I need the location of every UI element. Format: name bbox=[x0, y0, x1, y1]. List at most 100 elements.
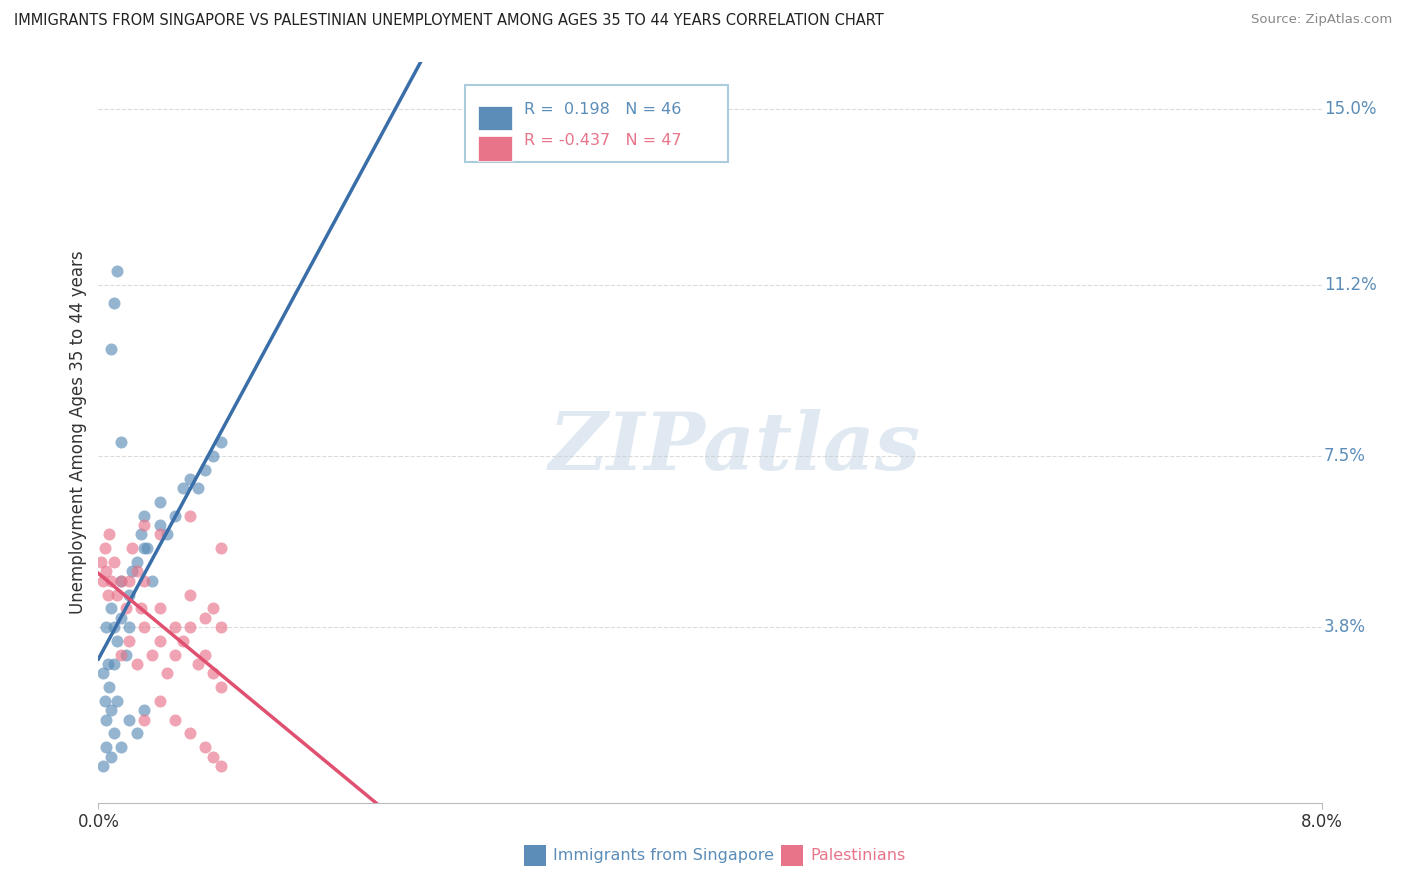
Point bbox=[110, 574, 132, 588]
Point bbox=[100, 703, 122, 717]
Point bbox=[172, 481, 194, 495]
Point bbox=[179, 472, 201, 486]
Point bbox=[202, 666, 225, 681]
Point bbox=[179, 588, 201, 602]
Text: 11.2%: 11.2% bbox=[1324, 276, 1376, 293]
Point bbox=[129, 601, 152, 615]
Point bbox=[134, 620, 156, 634]
Point bbox=[91, 758, 114, 772]
Point bbox=[98, 680, 121, 694]
Point bbox=[134, 574, 156, 588]
Point bbox=[209, 620, 232, 634]
FancyBboxPatch shape bbox=[465, 85, 728, 162]
Point bbox=[105, 263, 128, 277]
Point bbox=[94, 713, 117, 727]
Point bbox=[118, 588, 141, 602]
Point bbox=[105, 694, 128, 708]
Point bbox=[136, 541, 159, 556]
Point bbox=[110, 740, 132, 755]
Point bbox=[103, 296, 125, 310]
Point bbox=[202, 449, 225, 463]
Point bbox=[134, 703, 156, 717]
Point bbox=[105, 588, 128, 602]
Text: 15.0%: 15.0% bbox=[1324, 100, 1376, 118]
Point bbox=[163, 713, 186, 727]
Point bbox=[98, 527, 121, 541]
Point bbox=[103, 657, 125, 671]
Point bbox=[105, 633, 128, 648]
Point bbox=[91, 574, 114, 588]
Point bbox=[93, 541, 115, 556]
Text: Immigrants from Singapore: Immigrants from Singapore bbox=[554, 848, 775, 863]
Point bbox=[149, 518, 172, 533]
Point bbox=[100, 749, 122, 764]
FancyBboxPatch shape bbox=[524, 845, 546, 866]
Point bbox=[134, 518, 156, 533]
Point bbox=[110, 648, 132, 662]
Point bbox=[163, 620, 186, 634]
Y-axis label: Unemployment Among Ages 35 to 44 years: Unemployment Among Ages 35 to 44 years bbox=[69, 251, 87, 615]
Point bbox=[202, 601, 225, 615]
Text: R = -0.437   N = 47: R = -0.437 N = 47 bbox=[524, 133, 682, 148]
Point bbox=[187, 657, 209, 671]
Point bbox=[179, 726, 201, 740]
Point bbox=[209, 680, 232, 694]
Point bbox=[110, 610, 132, 624]
Point bbox=[156, 527, 179, 541]
Point bbox=[134, 713, 156, 727]
Text: Palestinians: Palestinians bbox=[810, 848, 905, 863]
Point bbox=[141, 574, 163, 588]
Point bbox=[110, 434, 132, 449]
Point bbox=[149, 601, 172, 615]
Point bbox=[163, 508, 186, 523]
Point bbox=[129, 527, 152, 541]
Text: ZIPatlas: ZIPatlas bbox=[548, 409, 921, 486]
Point bbox=[103, 620, 125, 634]
Point bbox=[125, 657, 148, 671]
Point bbox=[100, 343, 122, 357]
Point bbox=[103, 726, 125, 740]
Point bbox=[202, 749, 225, 764]
Point bbox=[118, 620, 141, 634]
Point bbox=[121, 541, 143, 556]
Point bbox=[209, 541, 232, 556]
Point bbox=[209, 434, 232, 449]
Point bbox=[94, 740, 117, 755]
FancyBboxPatch shape bbox=[780, 845, 803, 866]
Point bbox=[125, 726, 148, 740]
Point bbox=[93, 694, 115, 708]
Point bbox=[121, 565, 143, 579]
Point bbox=[194, 462, 217, 476]
Point bbox=[156, 666, 179, 681]
Text: IMMIGRANTS FROM SINGAPORE VS PALESTINIAN UNEMPLOYMENT AMONG AGES 35 TO 44 YEARS : IMMIGRANTS FROM SINGAPORE VS PALESTINIAN… bbox=[14, 13, 884, 29]
Text: 3.8%: 3.8% bbox=[1324, 618, 1367, 636]
Text: 7.5%: 7.5% bbox=[1324, 447, 1367, 465]
Point bbox=[149, 527, 172, 541]
Point bbox=[179, 508, 201, 523]
Point bbox=[194, 610, 217, 624]
Point bbox=[115, 648, 138, 662]
Point bbox=[179, 620, 201, 634]
Point bbox=[134, 508, 156, 523]
Text: Source: ZipAtlas.com: Source: ZipAtlas.com bbox=[1251, 13, 1392, 27]
Point bbox=[194, 648, 217, 662]
Point bbox=[97, 588, 120, 602]
Point bbox=[194, 740, 217, 755]
Point bbox=[209, 758, 232, 772]
Point bbox=[90, 555, 112, 569]
Point bbox=[125, 555, 148, 569]
Point bbox=[163, 648, 186, 662]
Point bbox=[97, 657, 120, 671]
Point bbox=[103, 555, 125, 569]
Point bbox=[118, 574, 141, 588]
Point bbox=[149, 633, 172, 648]
Point bbox=[172, 633, 194, 648]
FancyBboxPatch shape bbox=[478, 106, 512, 130]
Point bbox=[118, 713, 141, 727]
Point bbox=[91, 666, 114, 681]
Text: R =  0.198   N = 46: R = 0.198 N = 46 bbox=[524, 102, 682, 117]
Point bbox=[187, 481, 209, 495]
Point bbox=[110, 574, 132, 588]
Point bbox=[125, 565, 148, 579]
Point bbox=[94, 565, 117, 579]
